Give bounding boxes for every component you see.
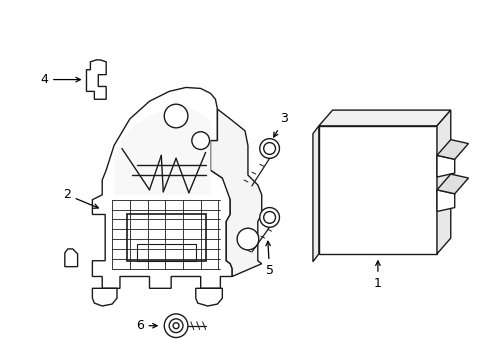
Circle shape [164,314,187,338]
Text: 3: 3 [273,112,288,137]
Polygon shape [318,110,450,126]
Circle shape [169,319,183,333]
Text: 4: 4 [40,73,80,86]
Circle shape [237,228,258,250]
Polygon shape [436,190,454,212]
Circle shape [191,132,209,149]
Circle shape [173,323,179,329]
Polygon shape [92,288,117,306]
Text: 6: 6 [136,319,157,332]
Text: 2: 2 [63,188,98,208]
Polygon shape [436,156,454,177]
Text: 1: 1 [373,261,381,290]
Polygon shape [312,126,318,262]
Polygon shape [436,174,468,194]
Polygon shape [65,249,78,267]
Polygon shape [436,140,468,159]
Text: 5: 5 [265,241,273,277]
Circle shape [263,143,275,154]
Polygon shape [436,110,450,254]
Circle shape [263,212,275,223]
Polygon shape [86,60,106,99]
Circle shape [259,139,279,158]
Polygon shape [114,109,210,195]
Polygon shape [318,126,436,254]
Circle shape [164,104,187,128]
Polygon shape [92,87,232,288]
Circle shape [259,208,279,227]
Polygon shape [210,109,261,276]
Polygon shape [195,288,222,306]
